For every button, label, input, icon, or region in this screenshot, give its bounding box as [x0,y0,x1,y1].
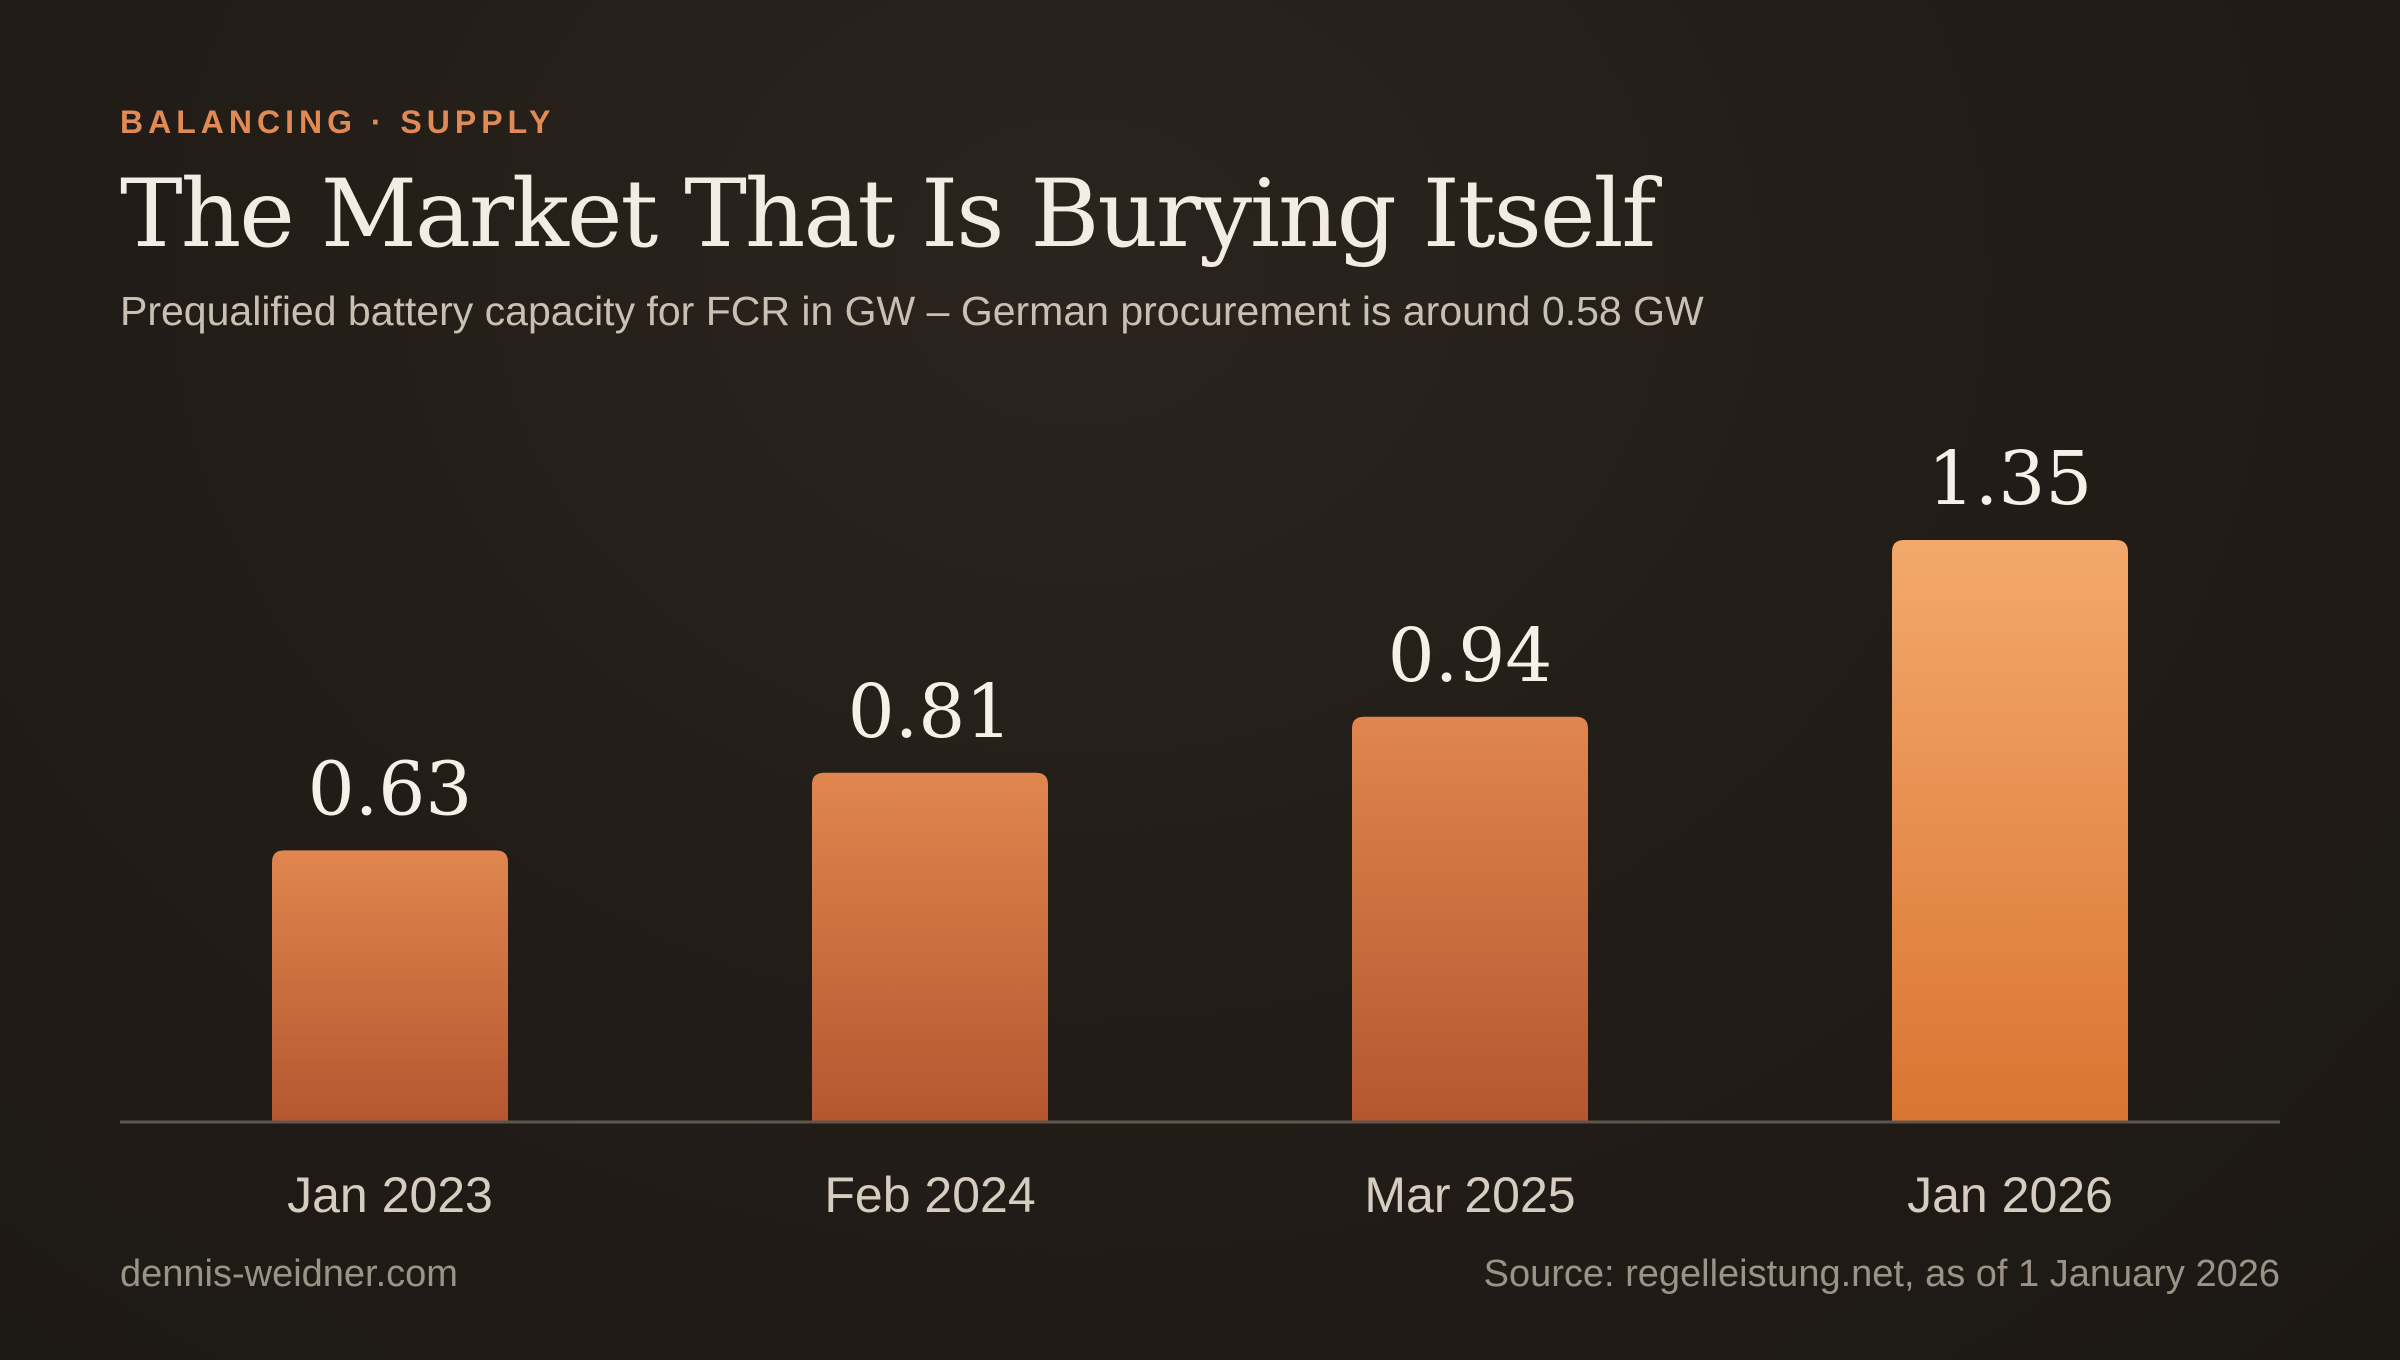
bar-feb-2024 [812,772,1048,1122]
bar-jan-2023 [272,850,508,1122]
footer-site: dennis-weidner.com [120,1253,458,1295]
category-labels-group: Jan 2023 Feb 2024 Mar 2025 Jan 2026 [287,1167,2113,1223]
footer-source: Source: regelleistung.net, as of 1 Janua… [1483,1253,2280,1295]
bars-group [272,540,2128,1122]
bar-mar-2025 [1352,716,1588,1122]
value-labels-group: 0.63 0.81 0.94 1.35 [308,436,2093,832]
category-label: Jan 2023 [287,1167,493,1223]
value-label: 0.81 [848,669,1013,755]
value-label: 1.35 [1928,436,2093,522]
value-label: 0.94 [1388,613,1553,699]
value-label: 0.63 [308,746,473,832]
category-label: Mar 2025 [1364,1167,1575,1223]
chart-title: The Market That Is Burying Itself [120,160,1656,269]
eyebrow-label: BALANCING · SUPPLY [120,104,556,140]
category-label: Jan 2026 [1907,1167,2113,1223]
bar-jan-2026 [1892,540,2128,1122]
category-label: Feb 2024 [824,1167,1035,1223]
chart-subtitle: Prequalified battery capacity for FCR in… [120,288,1704,334]
